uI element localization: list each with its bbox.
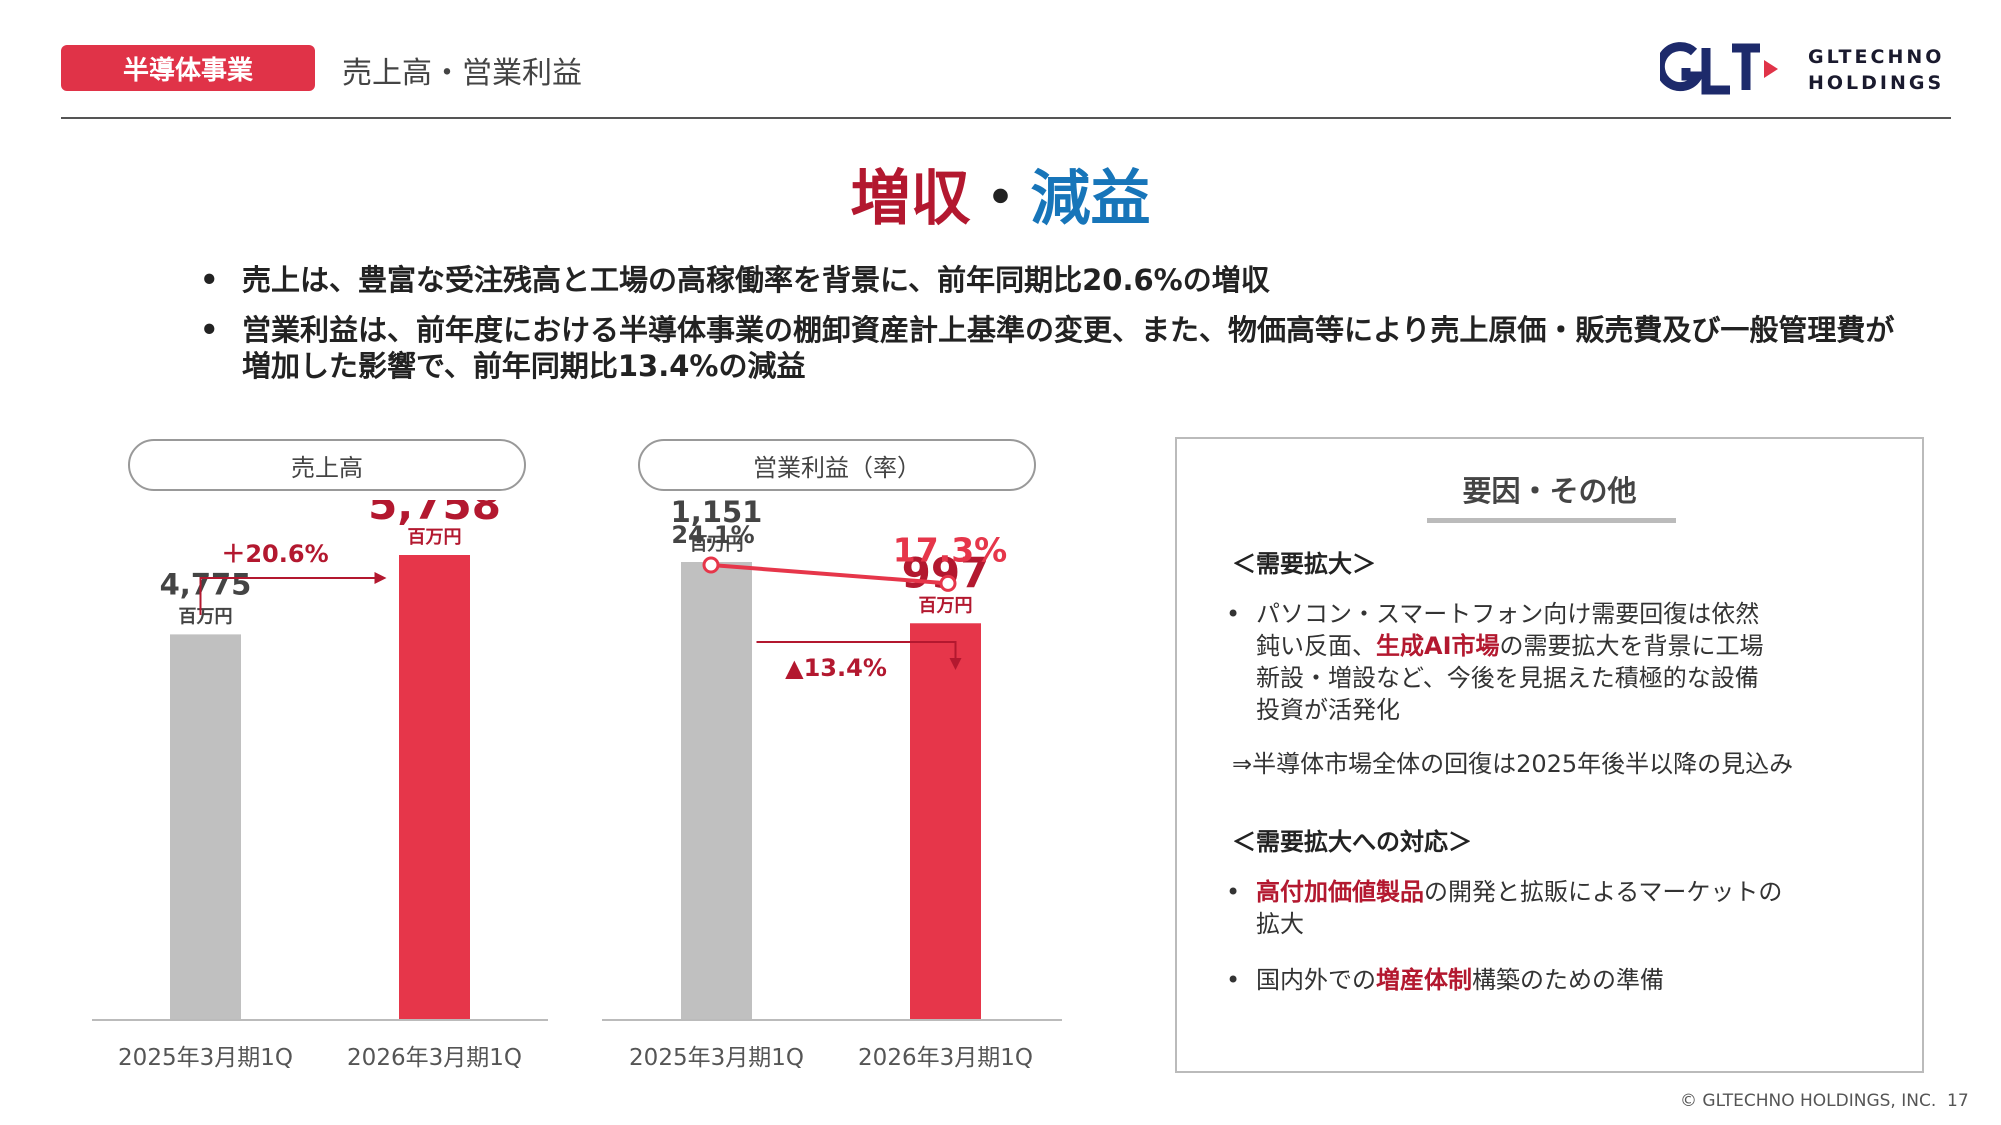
factors-highlight: 生成AI市場: [1376, 632, 1500, 660]
factors-text: の需要拡大を背景に工場: [1499, 632, 1764, 660]
headline-part1: 増収: [850, 164, 971, 234]
headline-part2: 減益: [1030, 164, 1151, 234]
factors-text: 構築のための準備: [1472, 966, 1664, 994]
header-divider: [61, 117, 1951, 119]
bullet-dot: •: [200, 263, 219, 297]
bullet-dot: •: [1226, 600, 1241, 628]
factors-text: 国内外での: [1256, 966, 1376, 994]
bar: [399, 555, 470, 1020]
logo-text-line1: GLTECHNO: [1808, 46, 1945, 68]
x-tick-label: 2025年3月期1Q: [629, 1045, 804, 1071]
factors-text: 新設・増設など、今後を見据えた積極的な設備: [1256, 664, 1759, 692]
factors-text: 鈍い反面、: [1256, 632, 1376, 660]
margin-line: [710, 563, 949, 586]
factors-text: 投資が活発化: [1256, 696, 1400, 724]
bar: [910, 623, 981, 1020]
bullet-dot: •: [1226, 966, 1241, 994]
change-arrow: [199, 577, 375, 615]
change-arrowhead: [949, 658, 962, 670]
headline-separator: ・: [970, 164, 1031, 234]
summary-bullet: • 売上は、豊富な受注残高と工場の高稼働率を背景に、前年同期比20.6%の増収: [200, 262, 1920, 298]
x-tick-label: 2026年3月期1Q: [347, 1045, 522, 1071]
company-logo-icon: [1660, 42, 1778, 95]
copyright: © GLTECHNO HOLDINGS, INC.: [1680, 1091, 1937, 1111]
unit-label: 百万円: [408, 527, 462, 548]
summary-bullet-text: 売上は、豊富な受注残高と工場の高稼働率を背景に、前年同期比20.6%の増収: [242, 263, 1270, 297]
change-label: ▲13.4%: [785, 654, 887, 682]
summary-bullet-text: 営業利益は、前年度における半導体事業の棚卸資産計上基準の変更、また、物価高等によ…: [242, 313, 1895, 383]
factors-title: 要因・その他: [1462, 474, 1637, 508]
logo-text-line2: HOLDINGS: [1808, 72, 1945, 94]
page-title: 売上高・営業利益: [342, 56, 582, 91]
change-arrowhead: [374, 572, 387, 584]
factors-section1-heading: ＜需要拡大＞: [1232, 550, 1376, 578]
change-arrow: [756, 641, 957, 660]
factors-section2-bullet1: • 高付加価値製品の開発と拡販によるマーケットの 拡大: [1226, 876, 1886, 940]
unit-label: 百万円: [919, 595, 973, 616]
factors-text: パソコン・スマートフォン向け需要回復は依然: [1256, 600, 1760, 628]
page-number: 17: [1947, 1091, 1969, 1111]
profit-chart-title: 営業利益（率）: [638, 439, 1036, 491]
factors-panel: [1175, 437, 1924, 1073]
segment-tag: 半導体事業: [61, 45, 315, 91]
factors-section1-conclusion: ⇒半導体市場全体の回復は2025年後半以降の見込み: [1232, 750, 1794, 778]
company-logo-text: GLTECHNO HOLDINGS: [1808, 44, 1944, 96]
margin-label: 17.3%: [893, 530, 1008, 569]
factors-text: 拡大: [1256, 910, 1304, 938]
factors-title-underline: [1427, 518, 1676, 523]
x-tick-label: 2026年3月期1Q: [858, 1045, 1033, 1071]
unit-label: 百万円: [179, 606, 233, 627]
unit-label: 百万円: [690, 534, 744, 555]
factors-highlight: 増産体制: [1376, 966, 1472, 994]
data-label: 5,758: [368, 500, 501, 529]
margin-label: 24.1%: [671, 521, 754, 549]
margin-point: [939, 574, 957, 592]
factors-section1-bullet: • パソコン・スマートフォン向け需要回復は依然 鈍い反面、生成AI市場の需要拡大を…: [1226, 598, 1886, 726]
summary-bullet: • 営業利益は、前年度における半導体事業の棚卸資産計上基準の変更、また、物価高等に…: [200, 312, 1920, 384]
factors-text: の開発と拡販によるマーケットの: [1424, 878, 1783, 906]
bar: [170, 634, 241, 1020]
summary-bullets: • 売上は、豊富な受注残高と工場の高稼働率を背景に、前年同期比20.6%の増収 •…: [200, 262, 1920, 398]
change-label: ＋20.6%: [221, 540, 328, 568]
footer: © GLTECHNO HOLDINGS, INC. 17: [1680, 1091, 1969, 1111]
bar: [681, 562, 752, 1020]
sales-chart-title: 売上高: [128, 439, 526, 491]
data-label: 4,775: [160, 567, 252, 601]
factors-section2-heading: ＜需要拡大への対応＞: [1232, 828, 1472, 856]
factors-highlight: 高付加価値製品: [1256, 878, 1424, 906]
headline: 増収・減益: [0, 150, 2001, 237]
x-tick-label: 2025年3月期1Q: [118, 1045, 293, 1071]
bullet-dot: •: [1226, 878, 1241, 906]
factors-section2-bullet2: • 国内外での増産体制構築のための準備: [1226, 964, 1886, 996]
data-label: 1,151: [671, 500, 763, 529]
margin-point: [702, 556, 720, 574]
charts-area: 2025年3月期1Q4,775百万円2026年3月期1Q5,758百万円＋20.…: [92, 500, 1062, 1071]
bullet-dot: •: [200, 313, 219, 347]
